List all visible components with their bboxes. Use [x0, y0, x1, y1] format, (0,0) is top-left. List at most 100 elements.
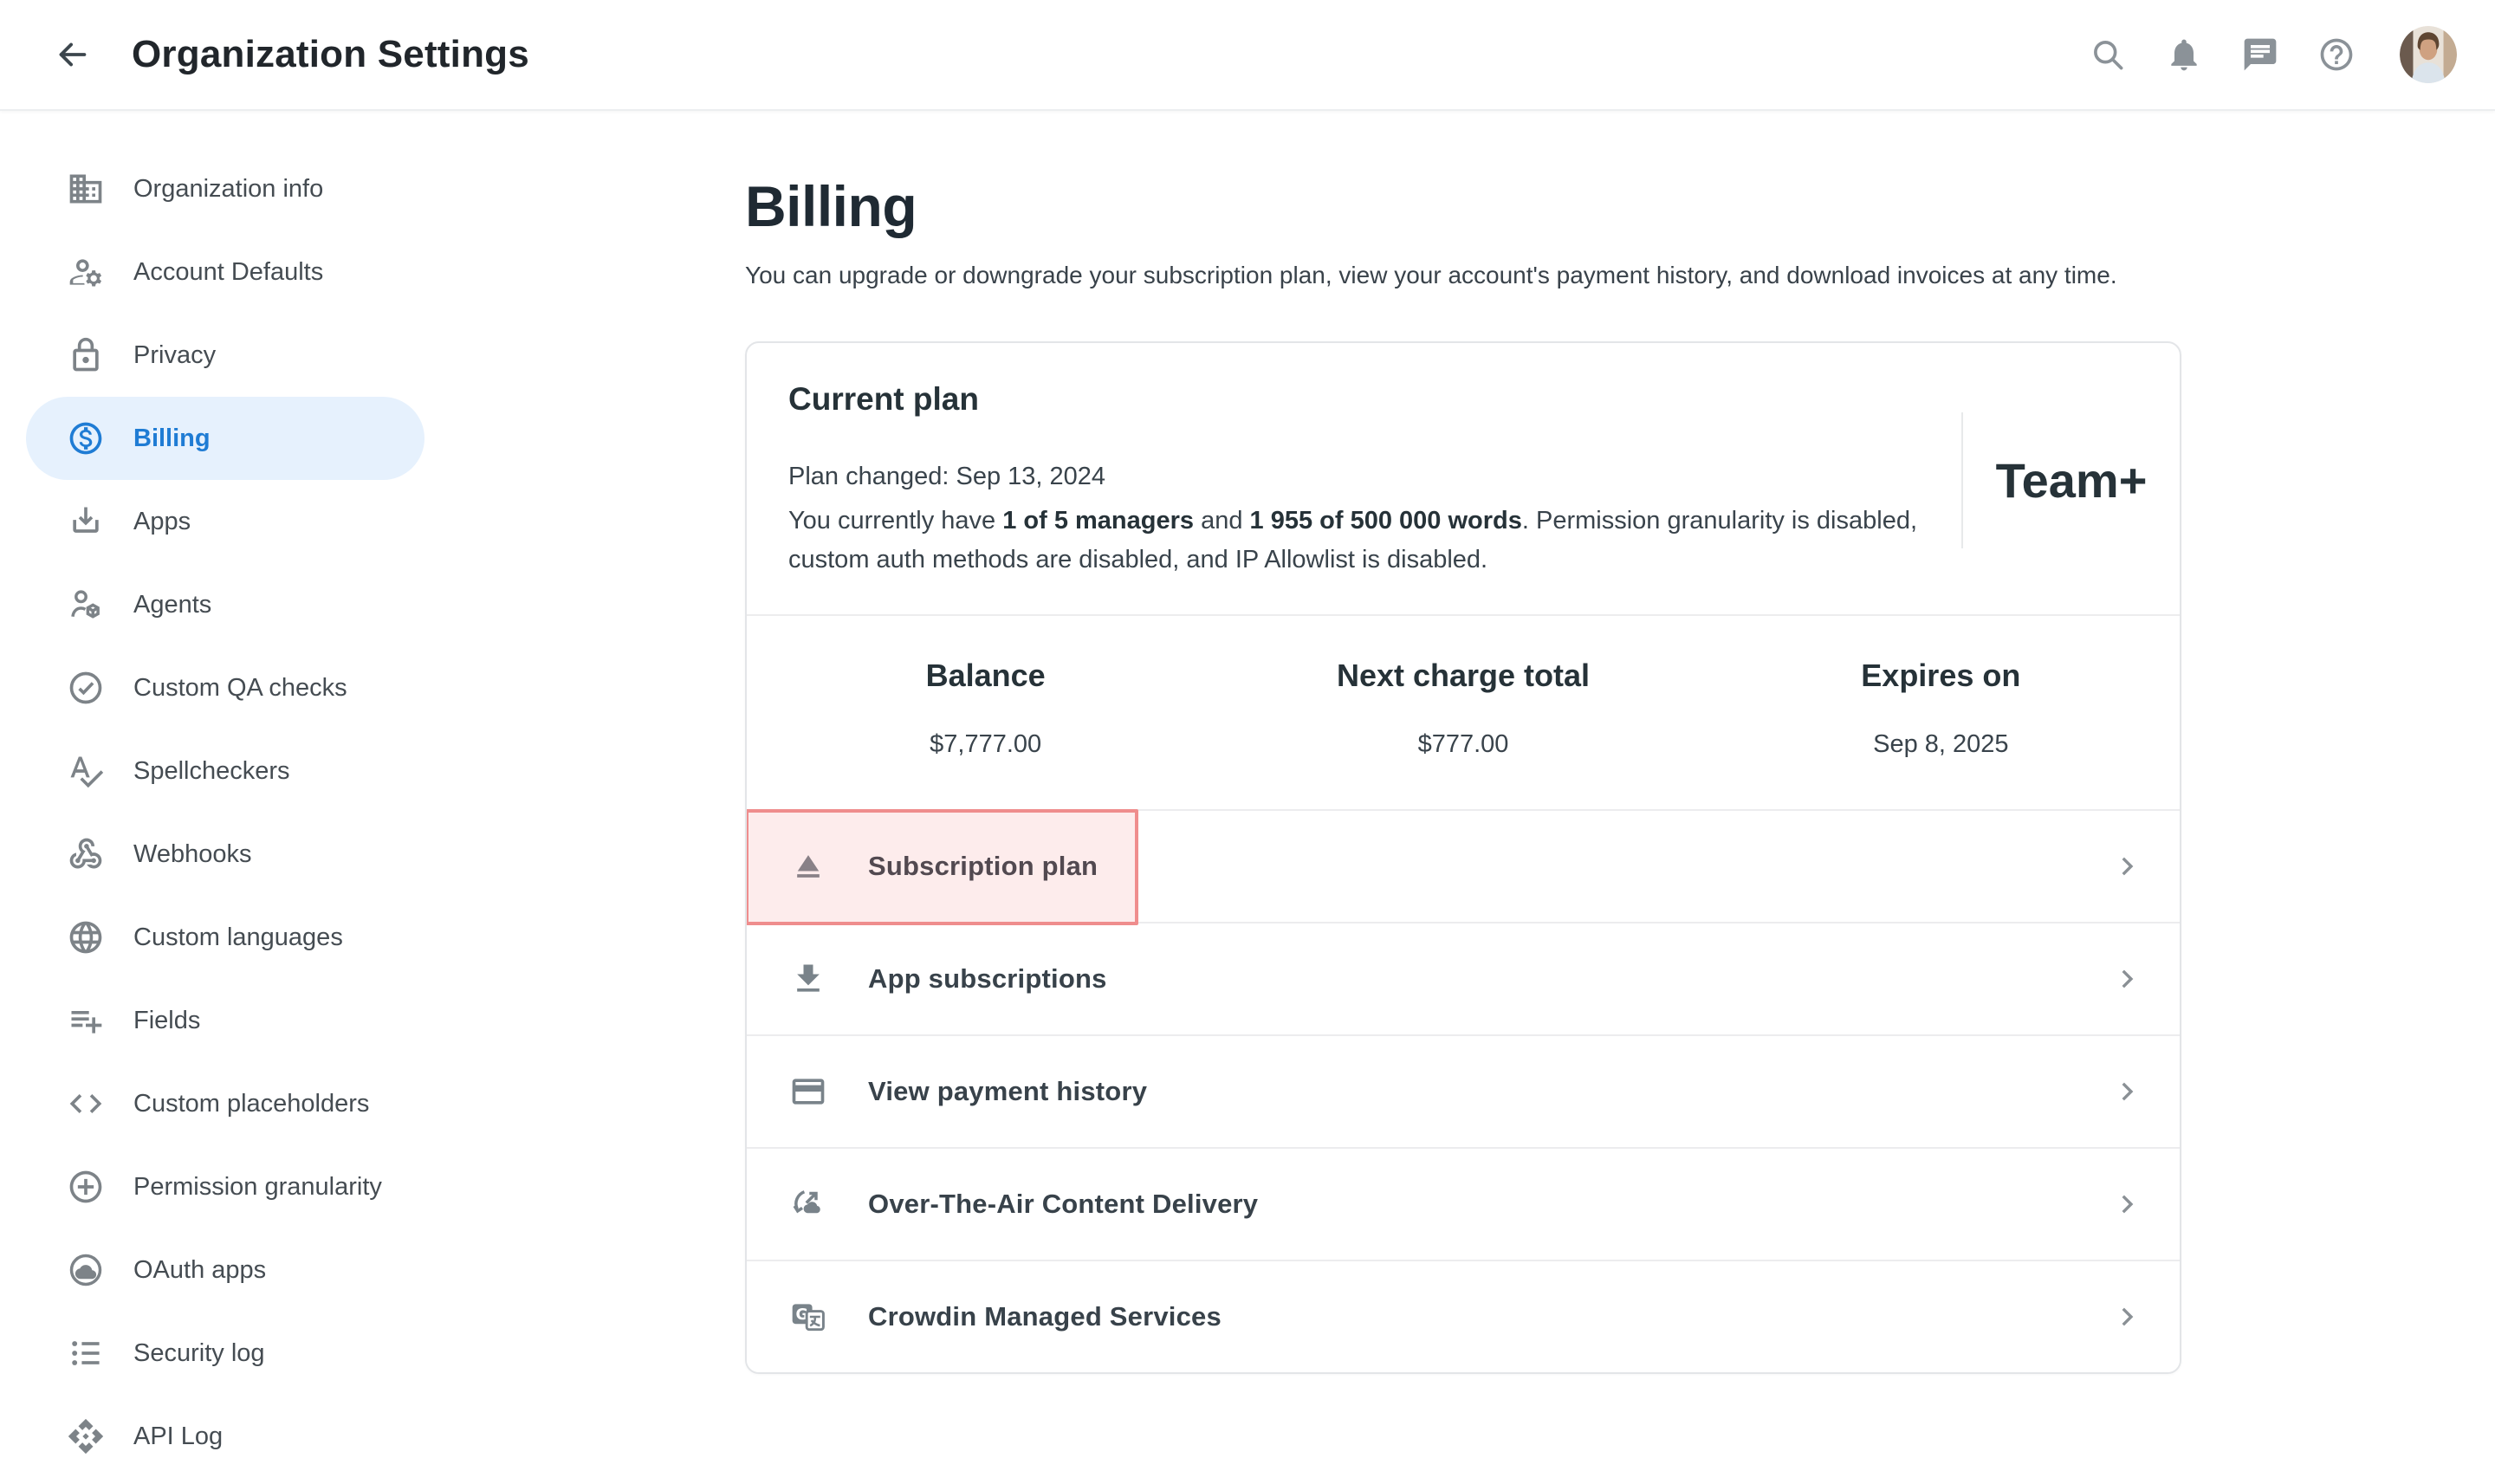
stat-label: Expires on — [1861, 658, 2021, 693]
sidebar-item-label: Permission granularity — [133, 1172, 382, 1201]
sidebar-item-label: OAuth apps — [133, 1255, 267, 1284]
user-gear-icon — [66, 252, 106, 292]
stat-value: $777.00 — [1417, 730, 1509, 758]
sidebar-item-custom-languages[interactable]: Custom languages — [26, 896, 424, 979]
sidebar-item-organization-info[interactable]: Organization info — [26, 147, 424, 230]
svg-text:G: G — [796, 1306, 808, 1324]
plan-usage-text: You currently have 1 of 5 managers and 1… — [788, 507, 1918, 574]
sidebar-item-custom-qa-checks[interactable]: Custom QA checks — [26, 646, 424, 729]
chevron-right-icon — [2112, 964, 2142, 994]
sidebar-item-label: Apps — [133, 507, 191, 535]
row-crowdin-managed-services[interactable]: G Crowdin Managed Services — [747, 1260, 2180, 1372]
page-header-title: Organization Settings — [132, 33, 529, 75]
back-button[interactable] — [49, 30, 97, 79]
credit-card-icon — [788, 1072, 828, 1111]
current-plan-section: Current plan Plan changed: Sep 13, 2024 … — [747, 343, 2180, 614]
sidebar-item-spellcheckers[interactable]: Spellcheckers — [26, 729, 424, 813]
current-plan-title: Current plan — [788, 381, 979, 417]
sidebar-item-label: Privacy — [133, 340, 217, 369]
search-icon[interactable] — [2088, 35, 2128, 75]
row-view-payment-history[interactable]: View payment history — [747, 1034, 2180, 1147]
translate-icon: G — [788, 1297, 828, 1337]
chevron-right-icon — [2112, 1189, 2142, 1219]
row-subscription-plan[interactable]: Subscription plan — [747, 809, 2180, 925]
stat-balance: Balance $7,777.00 — [747, 658, 1224, 759]
sidebar-item-privacy[interactable]: Privacy — [26, 314, 424, 397]
download-tray-icon — [66, 502, 106, 541]
sidebar-item-label: Custom QA checks — [133, 673, 347, 702]
billing-stats: Balance $7,777.00 Next charge total $777… — [747, 614, 2180, 809]
chat-icon[interactable] — [2240, 35, 2280, 75]
sidebar-item-api-log[interactable]: API Log — [26, 1395, 424, 1478]
sidebar-item-oauth-apps[interactable]: OAuth apps — [26, 1228, 424, 1312]
page-title: Billing — [745, 174, 917, 238]
stat-expires-on: Expires on Sep 8, 2025 — [1702, 658, 2180, 759]
api-icon — [66, 1416, 106, 1456]
sidebar-item-custom-placeholders[interactable]: Custom placeholders — [26, 1062, 424, 1145]
sidebar-item-label: Webhooks — [133, 839, 252, 868]
sidebar-item-label: Custom placeholders — [133, 1089, 370, 1118]
avatar[interactable] — [2400, 26, 2457, 83]
sidebar-item-permission-granularity[interactable]: Permission granularity — [26, 1145, 424, 1228]
chevron-right-icon — [2112, 1077, 2142, 1106]
ota-delivery-icon — [788, 1184, 828, 1224]
spellcheck-icon — [66, 751, 106, 791]
sidebar-item-label: Billing — [133, 424, 211, 452]
webhook-icon — [66, 834, 106, 874]
plan-name-box: Team+ — [1961, 412, 2180, 548]
billing-card: Current plan Plan changed: Sep 13, 2024 … — [745, 341, 2181, 1374]
sidebar-item-label: Account Defaults — [133, 257, 324, 286]
globe-icon — [66, 917, 106, 957]
current-plan-info: Current plan Plan changed: Sep 13, 2024 … — [788, 381, 1961, 580]
row-app-subscriptions[interactable]: App subscriptions — [747, 922, 2180, 1034]
stat-label: Next charge total — [1336, 658, 1591, 693]
plan-name: Team+ — [1995, 453, 2148, 508]
user-cube-icon — [66, 585, 106, 625]
sidebar-item-account-defaults[interactable]: Account Defaults — [26, 230, 424, 314]
chevron-right-icon — [2112, 852, 2142, 881]
sidebar-item-apps[interactable]: Apps — [26, 480, 424, 563]
stat-value: Sep 8, 2025 — [1873, 730, 2009, 758]
sidebar-item-label: Agents — [133, 590, 212, 619]
words-usage: 1 955 of 500 000 words — [1249, 507, 1522, 535]
sidebar-item-label: API Log — [133, 1422, 224, 1450]
sidebar-item-label: Organization info — [133, 174, 324, 203]
row-ota-content-delivery[interactable]: Over-The-Air Content Delivery — [747, 1147, 2180, 1260]
check-circle-icon — [66, 668, 106, 708]
billing-page: Billing You can upgrade or downgrade you… — [450, 111, 2495, 1484]
sidebar-item-security-log[interactable]: Security log — [26, 1312, 424, 1395]
code-icon — [66, 1084, 106, 1124]
sidebar-item-billing[interactable]: Billing — [26, 397, 424, 480]
plan-changed-date: Plan changed: Sep 13, 2024 — [788, 463, 1106, 490]
arrow-back-icon — [53, 35, 93, 75]
page-description: You can upgrade or downgrade your subscr… — [745, 262, 2117, 288]
header-actions — [2088, 26, 2457, 83]
row-label: App subscriptions — [868, 963, 1107, 994]
sidebar-item-label: Fields — [133, 1006, 201, 1034]
managers-usage: 1 of 5 managers — [1002, 507, 1195, 535]
plus-circle-icon — [66, 1167, 106, 1207]
sidebar-item-label: Custom languages — [133, 923, 343, 951]
notifications-bell-icon[interactable] — [2164, 35, 2204, 75]
settings-sidebar: Organization info Account Defaults Priva… — [0, 111, 450, 1484]
stat-value: $7,777.00 — [930, 730, 1042, 758]
row-label: View payment history — [868, 1076, 1148, 1106]
dollar-circle-icon — [66, 418, 106, 458]
cloud-circle-icon — [66, 1250, 106, 1290]
download-icon — [788, 959, 828, 999]
row-label: Crowdin Managed Services — [868, 1301, 1222, 1332]
playlist-add-icon — [66, 1001, 106, 1040]
row-label: Over-The-Air Content Delivery — [868, 1189, 1259, 1219]
list-icon — [66, 1333, 106, 1373]
sidebar-item-agents[interactable]: Agents — [26, 563, 424, 646]
help-icon[interactable] — [2317, 35, 2356, 75]
eject-icon — [788, 846, 828, 886]
row-label: Subscription plan — [868, 851, 1098, 881]
sidebar-item-webhooks[interactable]: Webhooks — [26, 813, 424, 896]
stat-label: Balance — [925, 658, 1046, 693]
sidebar-item-label: Security log — [133, 1338, 265, 1367]
stat-next-charge-total: Next charge total $777.00 — [1224, 658, 1701, 759]
lock-icon — [66, 335, 106, 375]
building-icon — [66, 169, 106, 209]
sidebar-item-fields[interactable]: Fields — [26, 979, 424, 1062]
